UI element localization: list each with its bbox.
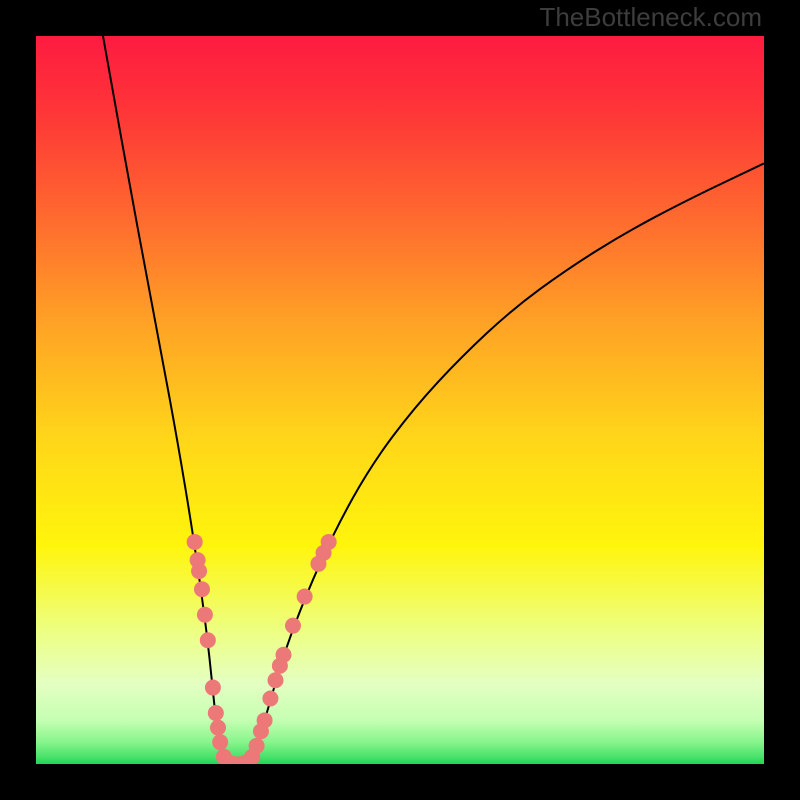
marker-dot [194, 581, 210, 597]
marker-dot [210, 720, 226, 736]
marker-dot [249, 738, 265, 754]
marker-dot [197, 607, 213, 623]
marker-dot [208, 705, 224, 721]
marker-dot [257, 712, 273, 728]
marker-dot [212, 734, 228, 750]
marker-dot [268, 672, 284, 688]
watermark-text: TheBottleneck.com [539, 2, 762, 33]
marker-dot [200, 632, 216, 648]
marker-dot [262, 690, 278, 706]
plot-background [36, 36, 764, 764]
marker-dot [297, 589, 313, 605]
marker-dot [321, 534, 337, 550]
marker-dot [187, 534, 203, 550]
marker-dot [191, 563, 207, 579]
chart-svg [0, 0, 800, 800]
marker-dot [205, 680, 221, 696]
marker-dot [276, 647, 292, 663]
marker-dot [285, 618, 301, 634]
chart-container: TheBottleneck.com [0, 0, 800, 800]
